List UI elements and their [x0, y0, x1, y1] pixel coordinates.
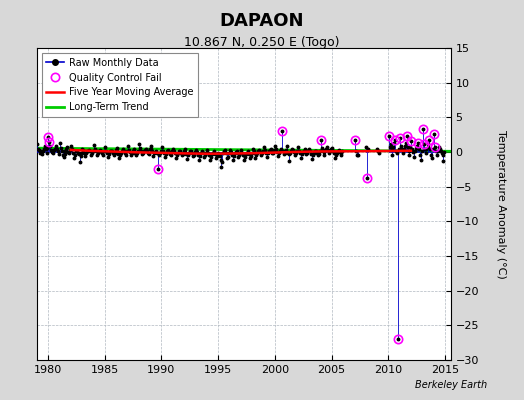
Legend: Raw Monthly Data, Quality Control Fail, Five Year Moving Average, Long-Term Tren: Raw Monthly Data, Quality Control Fail, …	[41, 53, 198, 117]
Text: 10.867 N, 0.250 E (Togo): 10.867 N, 0.250 E (Togo)	[184, 36, 340, 49]
Y-axis label: Temperature Anomaly (°C): Temperature Anomaly (°C)	[496, 130, 506, 278]
Text: DAPAON: DAPAON	[220, 12, 304, 30]
Text: Berkeley Earth: Berkeley Earth	[415, 380, 487, 390]
